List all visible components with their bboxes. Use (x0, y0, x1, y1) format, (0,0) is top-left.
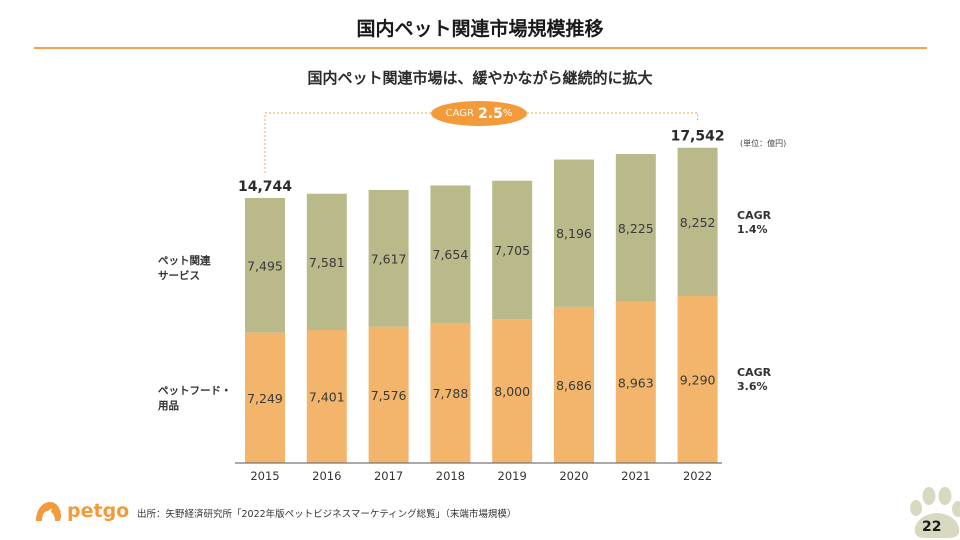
bar-services-2019 (492, 180, 533, 320)
data-label-services-2020: 8,196 (556, 226, 592, 241)
page-title: 国内ペット関連市場規模推移 (356, 18, 604, 40)
x-tick-2020: 2020 (559, 469, 588, 483)
cagr-food-value: 3.6% (737, 380, 768, 393)
data-label-services-2017: 7,617 (371, 251, 407, 266)
legend-food-line2: 用品 (158, 400, 179, 412)
cagr-bracket (264, 112, 699, 173)
bar-services-2018 (430, 185, 471, 324)
cagr-services-value: 1.4% (737, 223, 768, 236)
data-label-food-2017: 7,576 (371, 388, 407, 403)
x-tick-2017: 2017 (374, 469, 403, 483)
data-label-services-2016: 7,581 (309, 255, 345, 270)
legend-services-line1: ペット関連 (158, 255, 211, 267)
legend-label-food: ペットフード・ 用品 (158, 384, 232, 414)
x-tick-2022: 2022 (683, 469, 712, 483)
bar-services-2015 (245, 198, 285, 333)
source-note: 出所：矢野経済研究所「2022年版ペットビジネスマーケティング総覧」（末端市場規… (137, 509, 517, 520)
x-tick-2016: 2016 (312, 469, 341, 483)
page-number: 22 (922, 519, 942, 535)
bar-food-2018 (430, 323, 471, 463)
cagr-bracket-left (264, 112, 431, 173)
unit-note: (単位：億円) (740, 139, 787, 148)
cagr-value: 2.5 (478, 105, 503, 122)
data-label-services-2015: 7,495 (247, 258, 283, 273)
bar-services-2020 (554, 159, 594, 307)
x-tick-2018: 2018 (436, 469, 465, 483)
legend-services-line2: サービス (158, 270, 200, 282)
bar-food-2020 (554, 306, 594, 463)
bar-services-2017 (368, 189, 409, 327)
cagr-word: CAGR (445, 108, 475, 119)
cagr-food: CAGR 3.6% (737, 366, 771, 394)
chart-subtitle: 国内ペット関連市場は、緩やかながら継続的に拡大 (307, 69, 653, 87)
petgo-dog-icon (36, 502, 61, 521)
x-tick-2019: 2019 (498, 469, 527, 483)
data-label-food-2015: 7,249 (247, 391, 283, 406)
legend-food-line1: ペットフード・ (158, 385, 232, 397)
bar-services-2021 (615, 154, 656, 302)
title-divider (34, 47, 927, 49)
overall-cagr-badge: CAGR 2.5% (431, 101, 527, 126)
cagr-food-word: CAGR (737, 366, 772, 379)
bar-services-2022 (677, 147, 718, 297)
data-label-services-2021: 8,225 (618, 221, 654, 236)
data-label-food-2020: 8,686 (556, 378, 592, 393)
cagr-services: CAGR 1.4% (737, 209, 771, 237)
data-label-food-2016: 7,401 (309, 389, 345, 404)
data-label-services-2019: 7,705 (494, 243, 530, 258)
cagr-percent: % (502, 108, 513, 119)
bar-food-2022 (677, 296, 718, 463)
bars-group: 7,249 7,495 14,744 7,401 7,581 7,576 7,617 7,78… (238, 129, 725, 463)
x-tick-labels: 2015 2016 2017 2018 2019 2020 2021 2022 (250, 469, 712, 483)
data-label-food-2022: 9,290 (680, 373, 716, 388)
data-label-food-2021: 8,963 (618, 375, 654, 390)
brand-name: petgo (67, 500, 130, 522)
cagr-bracket-right (527, 112, 699, 123)
bar-food-2019 (492, 319, 533, 463)
paw-icon (910, 487, 960, 539)
bar-food-2015 (245, 332, 285, 463)
bar-services-2016 (306, 193, 347, 330)
data-label-services-2022: 8,252 (680, 215, 716, 230)
bar-food-2016 (306, 329, 347, 463)
data-label-food-2019: 8,000 (494, 384, 530, 399)
total-label-2022: 17,542 (671, 129, 725, 145)
data-label-services-2018: 7,654 (433, 247, 469, 262)
data-label-food-2018: 7,788 (433, 386, 469, 401)
total-label-2015: 14,744 (238, 179, 292, 195)
cagr-services-word: CAGR (737, 209, 772, 222)
petgo-logo: petgo (33, 499, 129, 523)
x-tick-2021: 2021 (621, 469, 650, 483)
bar-food-2017 (368, 326, 409, 463)
bar-food-2021 (615, 301, 656, 463)
legend-label-services: ペット関連 サービス (158, 254, 211, 284)
x-tick-2015: 2015 (250, 469, 279, 483)
